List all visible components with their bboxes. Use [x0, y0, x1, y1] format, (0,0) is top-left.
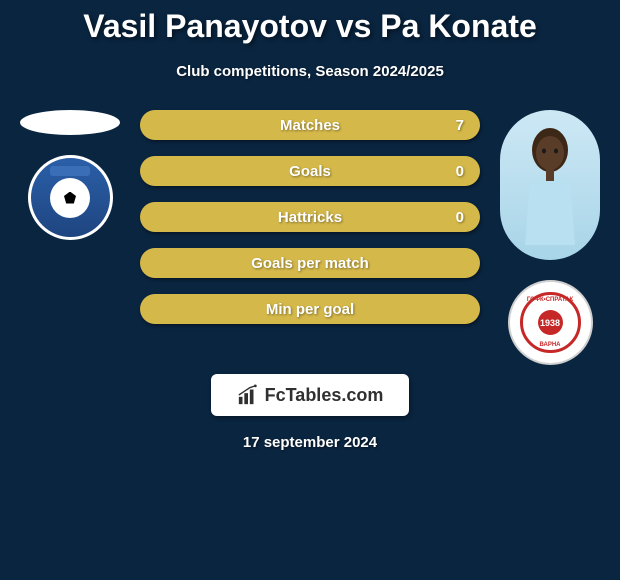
left-player-photo-placeholder: [20, 110, 120, 135]
date-text: 17 september 2024: [243, 434, 377, 451]
stat-label: Goals per match: [251, 255, 369, 272]
stat-row-goals: Goals 0: [140, 156, 480, 186]
stat-row-goals-per-match: Goals per match: [140, 248, 480, 278]
player-silhouette-icon: [520, 125, 580, 245]
badge-text-top: ГОФК•СПРАТАК: [527, 297, 573, 303]
chart-icon: [237, 384, 259, 406]
left-club-badge: [28, 155, 113, 240]
stat-row-matches: Matches 7: [140, 110, 480, 140]
stat-row-hattricks: Hattricks 0: [140, 202, 480, 232]
badge-year: 1938: [538, 310, 563, 335]
stat-row-min-per-goal: Min per goal: [140, 294, 480, 324]
right-club-badge: ГОФК•СПРАТАК 1938 ВАРНА: [508, 280, 593, 365]
left-player-column: [10, 110, 130, 240]
soccer-ball-icon: [50, 178, 90, 218]
right-player-photo: [500, 110, 600, 260]
stat-label: Matches: [280, 117, 340, 134]
stats-list: Matches 7 Goals 0 Hattricks 0 Goals per …: [140, 110, 480, 324]
stat-label: Hattricks: [278, 209, 342, 226]
badge-text-bottom: ВАРНА: [539, 342, 560, 348]
stat-label: Goals: [289, 163, 331, 180]
subtitle: Club competitions, Season 2024/2025: [0, 63, 620, 80]
stat-value: 7: [456, 117, 464, 134]
brand-logo[interactable]: FcTables.com: [211, 374, 410, 416]
footer: FcTables.com 17 september 2024: [0, 374, 620, 451]
stat-value: 0: [456, 209, 464, 226]
right-player-column: ГОФК•СПРАТАК 1938 ВАРНА: [490, 110, 610, 365]
brand-text: FcTables.com: [265, 385, 384, 406]
comparison-area: Matches 7 Goals 0 Hattricks 0 Goals per …: [0, 110, 620, 324]
stat-value: 0: [456, 163, 464, 180]
page-title: Vasil Panayotov vs Pa Konate: [0, 0, 620, 45]
stat-label: Min per goal: [266, 301, 354, 318]
